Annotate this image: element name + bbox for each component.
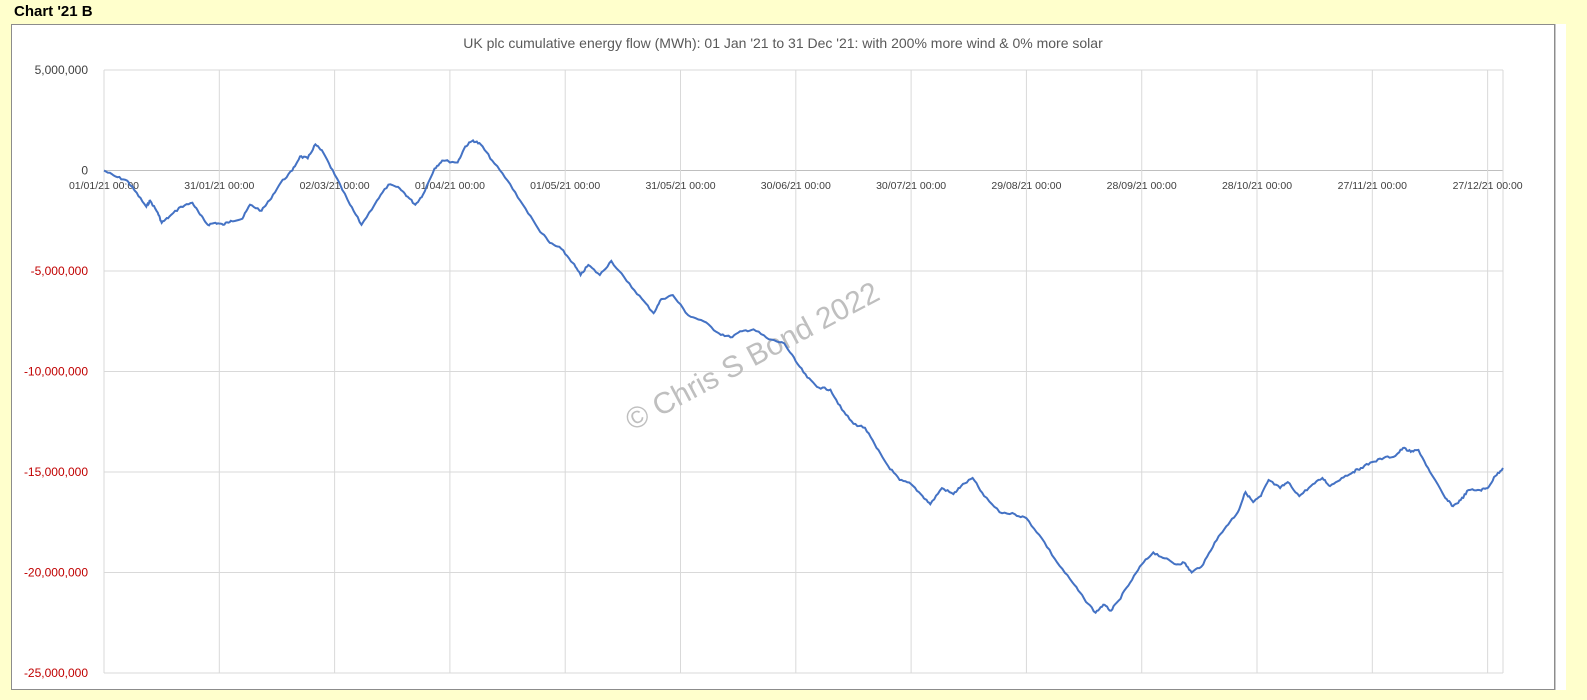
x-tick-label: 01/01/21 00:00: [69, 180, 139, 192]
side-panel-strip: [1555, 24, 1566, 690]
chart-area[interactable]: [11, 24, 1555, 690]
sheet-label: Chart '21 B: [14, 3, 93, 20]
x-tick-label: 27/12/21 00:00: [1453, 180, 1523, 192]
x-tick-label: 31/01/21 00:00: [184, 180, 254, 192]
y-tick-label: 5,000,000: [35, 63, 89, 77]
x-tick-label: 02/03/21 00:00: [300, 180, 370, 192]
series-line: [103, 139, 1504, 615]
x-tick-label: 28/10/21 00:00: [1222, 180, 1292, 192]
y-tick-label: -20,000,000: [24, 566, 88, 580]
x-tick-label: 29/08/21 00:00: [991, 180, 1061, 192]
chart-title: UK plc cumulative energy flow (MWh): 01 …: [463, 35, 1103, 51]
y-tick-label: -15,000,000: [24, 465, 88, 479]
y-tick-label: 0: [81, 164, 88, 178]
x-tick-label: 30/06/21 00:00: [761, 180, 831, 192]
x-tick-label: 30/07/21 00:00: [876, 180, 946, 192]
x-tick-label: 01/04/21 00:00: [415, 180, 485, 192]
x-tick-label: 31/05/21 00:00: [645, 180, 715, 192]
y-tick-label: -10,000,000: [24, 365, 88, 379]
x-tick-label: 27/11/21 00:00: [1338, 180, 1407, 192]
y-tick-label: -5,000,000: [31, 264, 89, 278]
x-tick-label: 01/05/21 00:00: [530, 180, 600, 192]
x-tick-label: 28/09/21 00:00: [1107, 180, 1177, 192]
y-axis-ticks: 5,000,000 0 -5,000,000 -10,000,000 -15,000,0…: [24, 63, 88, 680]
y-tick-label: -25,000,000: [24, 666, 88, 680]
x-axis-ticks: 01/01/21 00:00 31/01/21 00:00 02/03/21 00:…: [69, 180, 1523, 192]
